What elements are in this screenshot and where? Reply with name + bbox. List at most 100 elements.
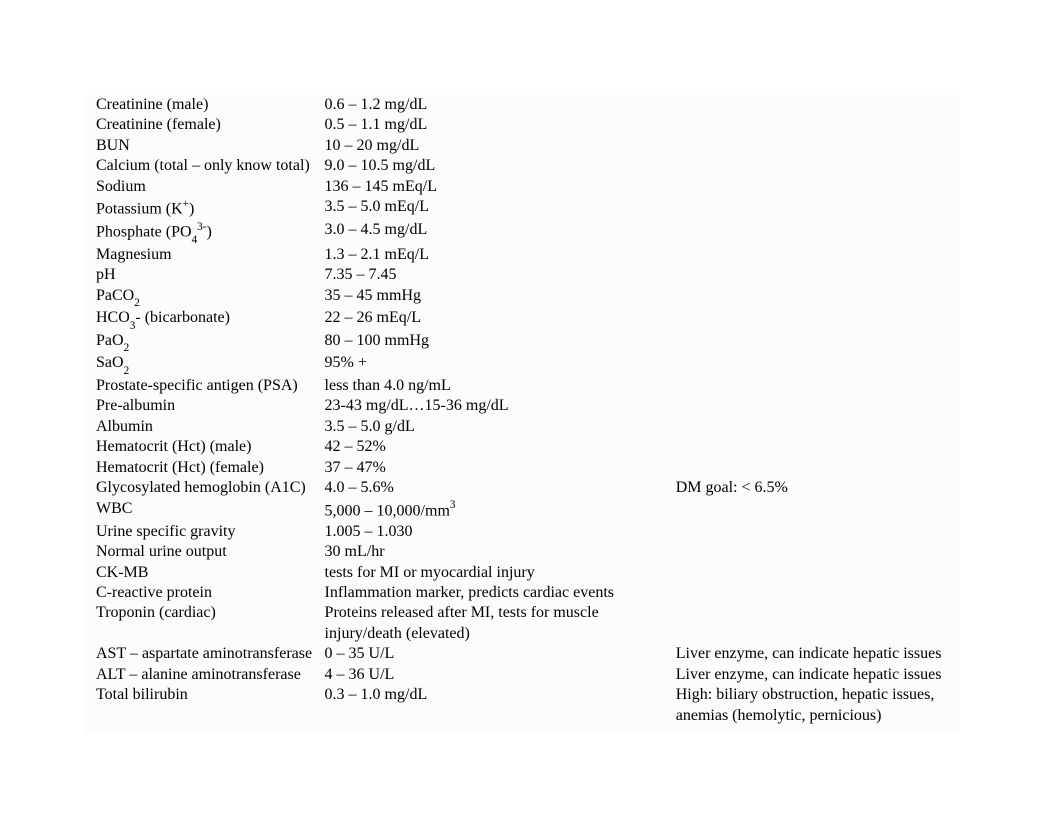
lab-value-cell: 1.005 – 1.030 (325, 522, 676, 542)
table-row: Hematocrit (Hct) (female)37 – 47% (85, 458, 960, 478)
lab-note-cell (676, 499, 960, 522)
lab-name-cell: ALT – alanine aminotransferase (85, 665, 325, 685)
lab-value-cell: 7.35 – 7.45 (325, 265, 676, 285)
table-row: C-reactive proteinInflammation marker, p… (85, 583, 960, 603)
lab-note-cell (676, 331, 960, 354)
lab-value-cell: 30 mL/hr (325, 542, 676, 562)
lab-note-cell (676, 115, 960, 135)
lab-note-cell (676, 603, 960, 644)
table-row: Total bilirubin0.3 – 1.0 mg/dLHigh: bili… (85, 685, 960, 726)
table-row: Sodium136 – 145 mEq/L (85, 177, 960, 197)
lab-name-cell: CK-MB (85, 563, 325, 583)
table-row: SaO295% + (85, 353, 960, 376)
lab-value-cell: 1.3 – 2.1 mEq/L (325, 245, 676, 265)
lab-value-cell: 0.3 – 1.0 mg/dL (325, 685, 676, 726)
lab-note-cell: Liver enzyme, can indicate hepatic issue… (676, 644, 960, 664)
table-row: Creatinine (male)0.6 – 1.2 mg/dL (85, 95, 960, 115)
lab-note-cell (676, 136, 960, 156)
lab-name-cell: Sodium (85, 177, 325, 197)
lab-name-cell: Albumin (85, 417, 325, 437)
lab-note-cell: High: biliary obstruction, hepatic issue… (676, 685, 960, 726)
table-row: Albumin3.5 – 5.0 g/dL (85, 417, 960, 437)
lab-value-cell: 5,000 – 10,000/mm3 (325, 499, 676, 522)
lab-value-cell: 4 – 36 U/L (325, 665, 676, 685)
lab-value-cell: 10 – 20 mg/dL (325, 136, 676, 156)
table-row: Pre-albumin23-43 mg/dL…15-36 mg/dL (85, 396, 960, 416)
lab-note-cell (676, 458, 960, 478)
lab-name-cell: Calcium (total – only know total) (85, 156, 325, 176)
lab-name-cell: PaO2 (85, 331, 325, 354)
lab-values-table: Creatinine (male)0.6 – 1.2 mg/dLCreatini… (85, 95, 960, 732)
lab-value-cell: less than 4.0 ng/mL (325, 376, 676, 396)
lab-value-cell: 9.0 – 10.5 mg/dL (325, 156, 676, 176)
lab-value-cell: 3.0 – 4.5 mg/dL (325, 220, 676, 245)
lab-note-cell (676, 376, 960, 396)
lab-name-cell: Normal urine output (85, 542, 325, 562)
lab-value-cell: 136 – 145 mEq/L (325, 177, 676, 197)
table-row: Potassium (K+)3.5 – 5.0 mEq/L (85, 197, 960, 220)
lab-note-cell (676, 437, 960, 457)
lab-value-cell: 23-43 mg/dL…15-36 mg/dL (325, 396, 676, 416)
lab-value-cell: 3.5 – 5.0 g/dL (325, 417, 676, 437)
lab-name-cell: Creatinine (male) (85, 95, 325, 115)
lab-note-cell: DM goal: < 6.5% (676, 478, 960, 498)
lab-name-cell: Glycosylated hemoglobin (A1C) (85, 478, 325, 498)
lab-name-cell: Creatinine (female) (85, 115, 325, 135)
lab-name-cell: Troponin (cardiac) (85, 603, 325, 644)
lab-value-cell: 80 – 100 mmHg (325, 331, 676, 354)
table-row: PaCO235 – 45 mmHg (85, 286, 960, 309)
lab-value-cell: 37 – 47% (325, 458, 676, 478)
table-row: Urine specific gravity1.005 – 1.030 (85, 522, 960, 542)
lab-value-cell: tests for MI or myocardial injury (325, 563, 676, 583)
lab-name-cell: SaO2 (85, 353, 325, 376)
lab-note-cell (676, 583, 960, 603)
table-row: Magnesium1.3 – 2.1 mEq/L (85, 245, 960, 265)
lab-note-cell (676, 245, 960, 265)
table-row: Glycosylated hemoglobin (A1C)4.0 – 5.6%D… (85, 478, 960, 498)
lab-value-cell: 95% + (325, 353, 676, 376)
table-row: AST – aspartate aminotransferase0 – 35 U… (85, 644, 960, 664)
table-row: Hematocrit (Hct) (male)42 – 52% (85, 437, 960, 457)
table-row: Troponin (cardiac)Proteins released afte… (85, 603, 960, 644)
lab-note-cell (676, 417, 960, 437)
table-row: Prostate-specific antigen (PSA)less than… (85, 376, 960, 396)
lab-note-cell (676, 542, 960, 562)
lab-note-cell (676, 308, 960, 331)
lab-value-cell: 0.5 – 1.1 mg/dL (325, 115, 676, 135)
table-row: Creatinine (female)0.5 – 1.1 mg/dL (85, 115, 960, 135)
lab-name-cell: WBC (85, 499, 325, 522)
lab-name-cell: pH (85, 265, 325, 285)
lab-value-cell: 42 – 52% (325, 437, 676, 457)
table-row: Phosphate (PO43-)3.0 – 4.5 mg/dL (85, 220, 960, 245)
lab-name-cell: BUN (85, 136, 325, 156)
lab-note-cell (676, 265, 960, 285)
table-row: ALT – alanine aminotransferase4 – 36 U/L… (85, 665, 960, 685)
table-row: WBC5,000 – 10,000/mm3 (85, 499, 960, 522)
table-row: BUN10 – 20 mg/dL (85, 136, 960, 156)
lab-name-cell: Prostate-specific antigen (PSA) (85, 376, 325, 396)
lab-name-cell: Pre-albumin (85, 396, 325, 416)
lab-name-cell: Hematocrit (Hct) (female) (85, 458, 325, 478)
lab-note-cell (676, 197, 960, 220)
lab-value-cell: 3.5 – 5.0 mEq/L (325, 197, 676, 220)
lab-note-cell (676, 286, 960, 309)
table-row: Calcium (total – only know total)9.0 – 1… (85, 156, 960, 176)
lab-values-tbody: Creatinine (male)0.6 – 1.2 mg/dLCreatini… (85, 95, 960, 732)
lab-name-cell: PaCO2 (85, 286, 325, 309)
lab-name-cell: C-reactive protein (85, 583, 325, 603)
lab-note-cell (676, 563, 960, 583)
lab-name-cell: AST – aspartate aminotransferase (85, 644, 325, 664)
lab-note-cell: Liver enzyme, can indicate hepatic issue… (676, 665, 960, 685)
lab-name-cell: Magnesium (85, 245, 325, 265)
lab-name-cell: Hematocrit (Hct) (male) (85, 437, 325, 457)
table-row: HCO3- (bicarbonate)22 – 26 mEq/L (85, 308, 960, 331)
lab-value-cell: 0 – 35 U/L (325, 644, 676, 664)
lab-value-cell: 4.0 – 5.6% (325, 478, 676, 498)
lab-name-cell: HCO3- (bicarbonate) (85, 308, 325, 331)
table-row: Normal urine output30 mL/hr (85, 542, 960, 562)
lab-value-cell: 0.6 – 1.2 mg/dL (325, 95, 676, 115)
lab-note-cell (676, 95, 960, 115)
lab-values-table-wrap: Creatinine (male)0.6 – 1.2 mg/dLCreatini… (85, 95, 960, 732)
lab-note-cell (676, 220, 960, 245)
lab-value-cell: 22 – 26 mEq/L (325, 308, 676, 331)
